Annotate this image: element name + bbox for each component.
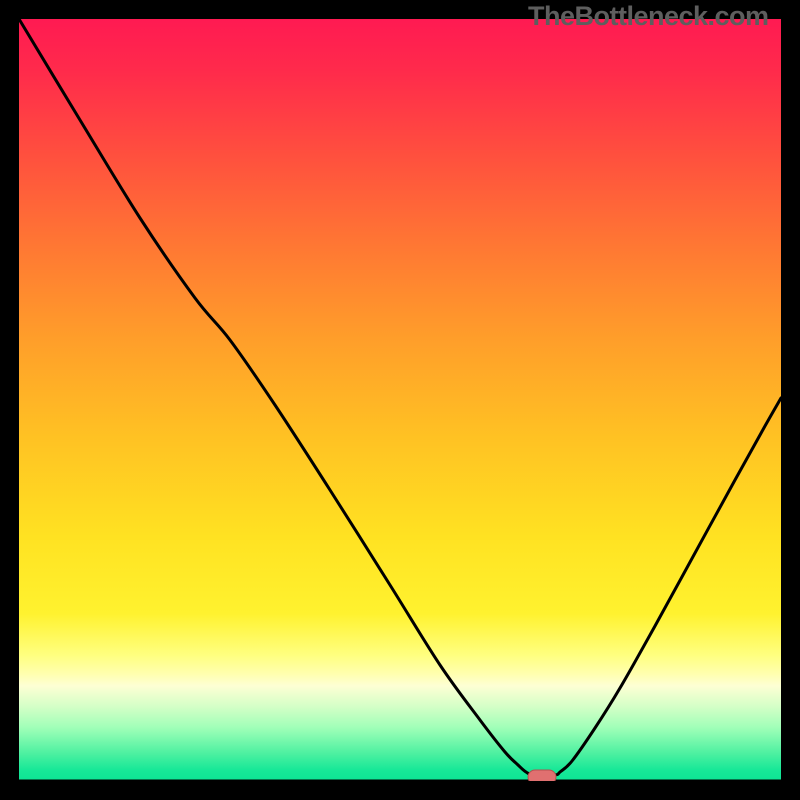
frame-margin [0, 19, 19, 781]
plot-frame [19, 19, 781, 781]
frame-margin [781, 19, 800, 781]
frame-margin [0, 781, 800, 800]
watermark-text: TheBottleneck.com [528, 1, 769, 32]
